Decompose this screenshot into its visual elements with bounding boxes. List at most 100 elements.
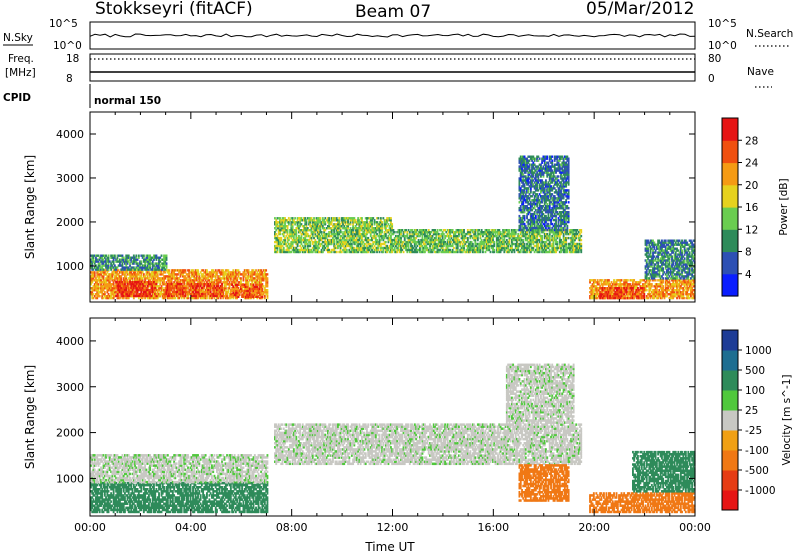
heatmap-cell: [253, 289, 256, 293]
heatmap-cell: [100, 283, 102, 286]
heatmap-cell: [122, 288, 125, 292]
heatmap-cell: [160, 289, 163, 292]
heatmap-cell: [168, 292, 170, 296]
heatmap-cell: [124, 262, 126, 265]
heatmap-cell: [171, 269, 174, 272]
heatmap-cell: [202, 291, 205, 294]
heatmap-cell: [136, 275, 139, 278]
heatmap-cell: [275, 223, 278, 226]
heatmap-cell: [100, 289, 102, 292]
heatmap-cell: [127, 256, 130, 259]
heatmap-cell: [188, 281, 191, 284]
heatmap-cell: [256, 273, 259, 276]
heatmap-cell: [103, 260, 106, 263]
heatmap-cell: [253, 277, 256, 280]
heatmap-cell: [158, 264, 160, 267]
heatmap-cell: [214, 279, 217, 282]
heatmap-cell: [145, 256, 148, 259]
heatmap-cell: [286, 229, 289, 232]
heatmap-cell: [301, 232, 304, 236]
heatmap-cell: [280, 221, 283, 224]
heatmap-cell: [127, 282, 130, 286]
heatmap-cell: [200, 294, 203, 298]
heatmap-cell: [112, 273, 115, 276]
heatmap-cell: [296, 223, 299, 226]
heatmap-cell: [276, 236, 279, 240]
heatmap-cell: [154, 296, 157, 300]
heatmap-cell: [292, 219, 295, 222]
heatmap-cell: [258, 291, 261, 295]
heatmap-cell: [148, 266, 150, 269]
heatmap-cell: [170, 275, 173, 278]
heatmap-cell: [129, 292, 131, 296]
heatmap-cell: [200, 282, 203, 286]
heatmap-cell: [107, 254, 110, 257]
heatmap-cell: [97, 268, 100, 271]
heatmap-cell: [284, 219, 286, 222]
heatmap-cell: [281, 232, 284, 236]
heatmap-cell: [580, 242, 583, 246]
heatmap-cell: [214, 291, 217, 294]
heatmap-cell: [258, 281, 261, 284]
heatmap-cell: [247, 273, 250, 276]
heatmap-cell: [252, 271, 255, 274]
heatmap-cell: [226, 273, 228, 276]
heatmap-cell: [153, 280, 155, 284]
heatmap-cell: [111, 266, 114, 269]
heatmap-cell: [149, 260, 152, 263]
heatmap-cell: [282, 231, 285, 234]
heatmap-cell: [310, 227, 313, 230]
heatmap-cell: [124, 284, 126, 288]
heatmap-cell: [206, 273, 208, 276]
heatmap-cell: [155, 287, 158, 290]
heatmap-cell: [238, 289, 241, 293]
heatmap-cell: [280, 242, 283, 246]
heatmap-cell: [106, 258, 109, 261]
heatmap-cell: [265, 273, 268, 276]
heatmap-cell: [120, 258, 123, 261]
heatmap-cell: [216, 292, 218, 296]
heatmap-cell: [184, 290, 187, 294]
heatmap-cell: [282, 232, 285, 236]
heatmap-cell: [134, 256, 136, 259]
heatmap-cell: [247, 275, 250, 278]
heatmap-cell: [301, 225, 304, 228]
heatmap-cell: [93, 271, 96, 274]
heatmap-cell: [120, 275, 123, 278]
heatmap-cell: [126, 290, 129, 294]
heatmap-cell: [111, 264, 114, 267]
heatmap-cell: [211, 271, 213, 274]
heatmap-cell: [163, 296, 165, 300]
heatmap-cell: [164, 260, 167, 263]
heatmap-cell: [265, 279, 268, 282]
heatmap-cell: [192, 279, 194, 282]
heatmap-cell: [142, 284, 145, 288]
heatmap-cell: [313, 225, 315, 228]
heatmap-cell: [294, 248, 297, 252]
heatmap-cell: [217, 296, 220, 300]
heatmap-cell: [180, 286, 183, 290]
heatmap-cell: [165, 288, 168, 292]
heatmap-cell: [136, 268, 139, 271]
heatmap-cell: [222, 287, 225, 290]
heatmap-cell: [180, 271, 183, 274]
heatmap-cell: [142, 283, 145, 286]
heatmap-cell: [140, 288, 143, 292]
heatmap-cell: [141, 254, 144, 257]
heatmap-cell: [177, 269, 179, 272]
heatmap-cell: [169, 284, 172, 288]
heatmap-cell: [101, 285, 104, 288]
heatmap-cell: [187, 269, 189, 272]
heatmap-cell: [280, 219, 283, 222]
heatmap-cell: [102, 258, 105, 261]
heatmap-cell: [164, 254, 167, 257]
heatmap-cell: [125, 290, 128, 294]
heatmap-cell: [256, 271, 259, 274]
heatmap-cell: [124, 292, 126, 296]
heatmap-cell: [275, 238, 278, 242]
heatmap-cell: [93, 287, 96, 290]
heatmap-cell: [200, 275, 203, 278]
heatmap-cell: [277, 240, 280, 244]
heatmap-cell: [276, 234, 279, 238]
heatmap-cell: [313, 248, 315, 252]
